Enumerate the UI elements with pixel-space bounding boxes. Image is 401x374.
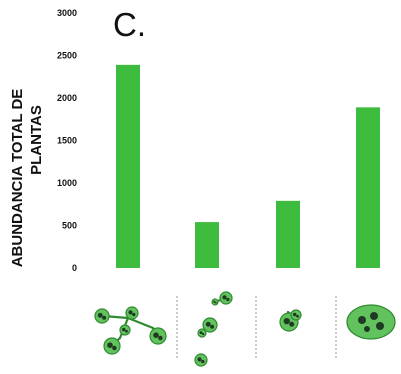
y-tick-label: 3000 xyxy=(57,8,77,18)
y-axis-title-line-1: ABUNDANCIA TOTAL DE xyxy=(9,89,26,268)
category-separators xyxy=(176,296,337,360)
y-axis-title: ABUNDANCIA TOTAL DE PLANTAS xyxy=(9,89,45,268)
bars xyxy=(116,64,380,268)
y-tick-label: 500 xyxy=(62,221,77,231)
y-tick-label: 1500 xyxy=(57,136,77,146)
category-icons xyxy=(94,291,396,367)
scattered-patches-icon xyxy=(194,291,233,367)
y-tick-label: 1000 xyxy=(57,178,77,188)
bar xyxy=(356,107,380,268)
single-cluster-icon xyxy=(279,309,302,332)
bar xyxy=(195,222,219,268)
y-axis-ticks: 0 500 1000 1500 2000 2500 3000 xyxy=(57,8,77,273)
bar xyxy=(276,200,300,268)
y-tick-label: 2500 xyxy=(57,51,77,61)
y-tick-label: 0 xyxy=(72,263,77,273)
y-axis-title-line-2: PLANTAS xyxy=(28,105,45,175)
bar xyxy=(116,64,140,268)
panel-letter: C. xyxy=(113,6,146,43)
y-tick-label: 2000 xyxy=(57,93,77,103)
connected-patches-icon xyxy=(94,306,167,355)
compact-patch-icon xyxy=(346,304,396,340)
